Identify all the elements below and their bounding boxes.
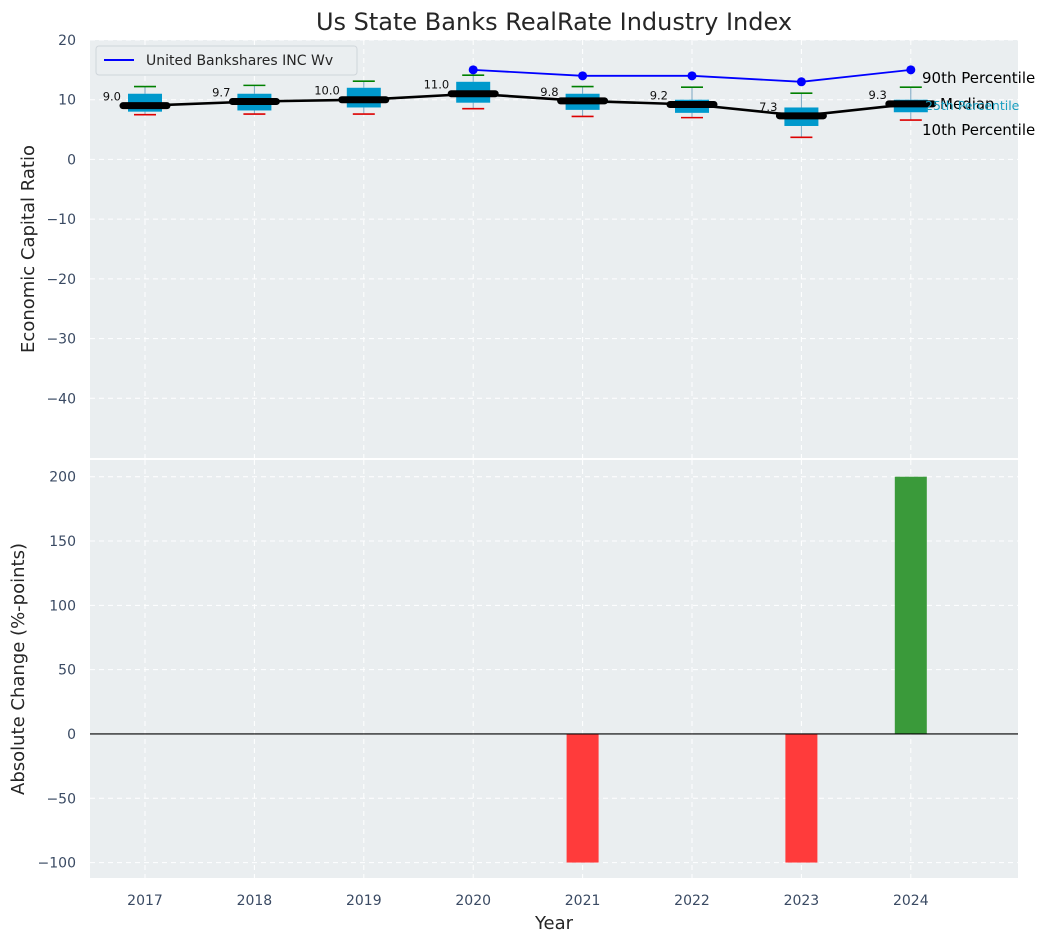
top-annotations: 90th Percentile Median 25th Percentile 1… (922, 69, 1035, 139)
bottom-y-tick-label: 50 (58, 663, 76, 679)
series-point-2021 (578, 71, 588, 81)
chart-title: Us State Banks RealRate Industry Index (316, 8, 792, 36)
top-y-axis-label: Economic Capital Ratio (18, 145, 39, 353)
bottom-y-tick-label: −100 (38, 856, 76, 872)
annotation-p10: 10th Percentile (922, 121, 1035, 139)
median-value-label: 9.8 (540, 85, 558, 99)
x-tick-label: 2021 (565, 893, 601, 909)
x-tick-label: 2017 (127, 893, 163, 909)
change-bar-2024 (894, 476, 927, 734)
annotation-p25: 25th Percentile (925, 98, 1020, 113)
x-tick-label: 2018 (237, 893, 273, 909)
annotation-p90: 90th Percentile (922, 69, 1035, 87)
top-y-tick-label: 10 (58, 93, 76, 109)
series-point-2023 (796, 77, 806, 87)
top-y-tick-label: 0 (67, 152, 76, 168)
bottom-y-ticks: 200 150 100 50 0 −50 −100 (38, 470, 76, 872)
top-y-tick-label: −30 (46, 332, 76, 348)
legend: United Bankshares INC Wv (95, 45, 358, 76)
x-tick-label: 2023 (784, 893, 820, 909)
change-bar-2023 (785, 733, 818, 863)
x-tick-label: 2022 (674, 893, 710, 909)
bottom-bars (566, 476, 927, 863)
x-tick-label: 2019 (346, 893, 382, 909)
median-value-label: 9.3 (869, 88, 887, 102)
top-panel: 20 10 0 −10 −20 −30 −40 9.0 9.7 10.0 11.0 9.8 9.2 7.… (18, 33, 1035, 458)
series-point-2024 (906, 65, 916, 75)
top-grid (90, 39, 1018, 458)
median-value-label: 9.2 (650, 88, 668, 102)
top-boxes: 9.0 9.7 10.0 11.0 9.8 9.2 7.3 9.3 (103, 74, 937, 139)
change-bar-2021 (566, 733, 599, 863)
bottom-y-tick-label: 100 (49, 598, 76, 614)
top-series (468, 65, 916, 87)
series-point-2020 (468, 65, 478, 75)
top-y-tick-label: −20 (46, 272, 76, 288)
bottom-panel: 200 150 100 50 0 −50 −100 2017 2018 2019 2020 2021… (8, 460, 1018, 934)
bottom-x-ticks: 2017 2018 2019 2020 2021 2022 2023 2024 (127, 893, 929, 909)
bottom-y-tick-label: 0 (67, 727, 76, 743)
x-tick-label: 2024 (893, 893, 929, 909)
series-point-2022 (687, 71, 697, 81)
median-value-label: 10.0 (314, 84, 340, 98)
legend-frame (95, 45, 358, 76)
top-y-tick-label: 20 (58, 33, 76, 49)
median-value-label: 9.0 (103, 90, 121, 104)
top-y-ticks: 20 10 0 −10 −20 −30 −40 (46, 33, 76, 407)
bottom-y-tick-label: 150 (49, 534, 76, 550)
bottom-y-tick-label: −50 (46, 791, 76, 807)
x-axis-label: Year (534, 913, 574, 934)
x-tick-label: 2020 (455, 893, 491, 909)
top-y-tick-label: −10 (46, 212, 76, 228)
top-y-tick-label: −40 (46, 391, 76, 407)
annotation-median: Median (940, 95, 995, 113)
median-value-label: 11.0 (424, 78, 450, 92)
bottom-y-axis-label: Absolute Change (%-points) (8, 543, 29, 795)
median-trend-line (144, 92, 911, 118)
median-value-label: 7.3 (759, 100, 777, 114)
bottom-y-tick-label: 200 (49, 470, 76, 486)
median-value-label: 9.7 (212, 86, 230, 100)
legend-label: United Bankshares INC Wv (146, 53, 333, 69)
bottom-plot-background (90, 460, 1018, 878)
